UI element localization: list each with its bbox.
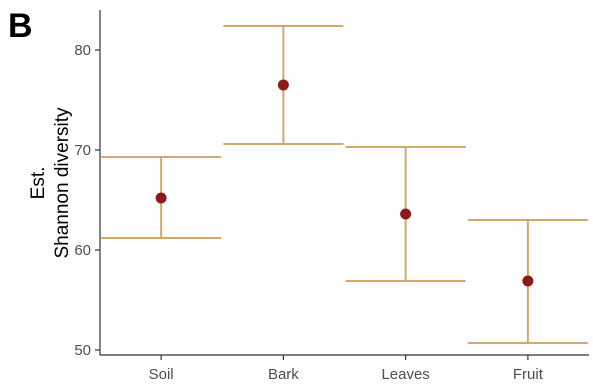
- y-axis-title-line-2: Shannon diversity: [52, 107, 73, 259]
- y-axis-title: Est. Shannon diversity: [28, 107, 73, 259]
- data-point: [400, 208, 412, 220]
- plot-area: 50 60 70 80 Soil Bark Leaves Fruit: [74, 10, 589, 383]
- y-tick-label: 50: [74, 342, 91, 359]
- x-tick-label: Fruit: [513, 366, 544, 383]
- panel-label: B: [8, 7, 33, 45]
- x-tick-label: Bark: [268, 366, 299, 383]
- x-tick-label: Leaves: [381, 366, 429, 383]
- y-tick-label: 60: [74, 242, 91, 259]
- y-axis-title-line-1: Est.: [28, 167, 49, 200]
- data-point: [522, 275, 534, 287]
- data-point: [155, 192, 167, 204]
- data-point: [277, 79, 289, 91]
- y-tick-label: 80: [74, 42, 91, 59]
- x-tick-label: Soil: [149, 366, 174, 383]
- y-tick-label: 70: [74, 142, 91, 159]
